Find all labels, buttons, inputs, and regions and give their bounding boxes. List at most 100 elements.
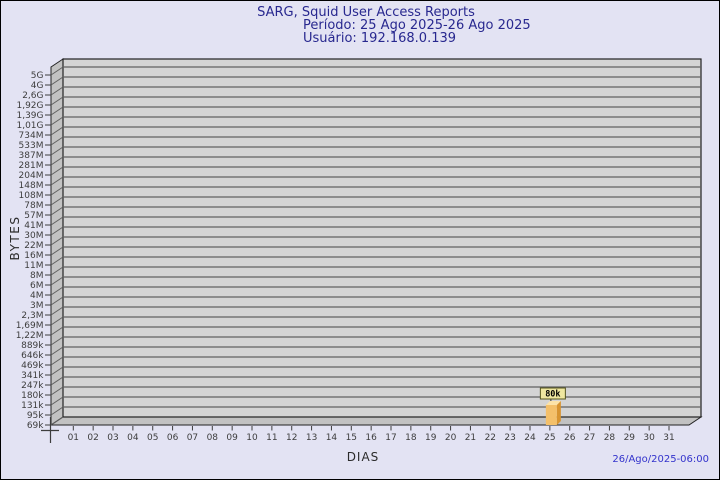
wall-diagonal (50, 326, 64, 336)
x-tick-label: 05 (147, 433, 158, 443)
bar-side (556, 401, 561, 425)
y-tick-label: 8M (30, 271, 44, 281)
y-tick-label: 646k (21, 351, 44, 361)
wall-diagonal (50, 96, 64, 106)
wall-diagonal (50, 126, 64, 136)
y-tick-label: 889k (21, 341, 44, 351)
y-tick-label: 204M (19, 171, 44, 181)
y-tick-label: 108M (19, 191, 44, 201)
x-tick-label: 25 (544, 433, 555, 443)
x-tick-label: 16 (365, 433, 377, 443)
chart-back-wall (62, 58, 702, 418)
x-tick-label: 15 (346, 433, 357, 443)
x-tick-label: 17 (385, 433, 396, 443)
wall-diagonal (50, 156, 64, 166)
wall-diagonal (50, 336, 64, 346)
x-tick-label: 09 (226, 433, 238, 443)
x-tick-label: 02 (87, 433, 98, 443)
y-tick-label: 1,22M (16, 331, 44, 341)
y-tick-label: 1,69M (16, 321, 44, 331)
y-tick-label: 95k (27, 411, 44, 421)
x-tick-label: 11 (266, 433, 277, 443)
wall-diagonal (50, 346, 64, 356)
wall-diagonal (50, 176, 64, 186)
wall-diagonal (50, 416, 64, 426)
wall-diagonal (50, 146, 64, 156)
x-tick-label: 10 (246, 433, 258, 443)
x-tick-label: 31 (663, 433, 674, 443)
wall-diagonal (50, 316, 64, 326)
wall-diagonal (50, 356, 64, 366)
wall-diagonal (50, 276, 64, 286)
wall-diagonal (50, 236, 64, 246)
x-tick-label: 12 (286, 433, 297, 443)
x-tick-label: 06 (167, 433, 179, 443)
x-tick-label: 14 (326, 433, 338, 443)
wall-diagonal (50, 256, 64, 266)
y-tick-label: 3M (30, 301, 44, 311)
wall-diagonal (50, 366, 64, 376)
y-tick-label: 1,92G (16, 101, 43, 111)
bar-value-box (539, 387, 566, 400)
y-tick-label: 5G (31, 71, 44, 81)
x-tick-label: 30 (643, 433, 655, 443)
y-tick-label: 281M (19, 161, 44, 171)
y-tick-label: 387M (19, 151, 44, 161)
y-tick-label: 2,3M (21, 311, 43, 321)
x-tick-label: 18 (405, 433, 417, 443)
x-tick-label: 26 (564, 433, 576, 443)
y-tick-label: 78M (24, 201, 43, 211)
wall-diagonal (50, 286, 64, 296)
y-tick-label: 148M (19, 181, 44, 191)
x-tick-label: 21 (465, 433, 476, 443)
y-tick-label: 341k (21, 371, 44, 381)
wall-diagonal (50, 386, 64, 396)
x-tick-label: 08 (207, 433, 219, 443)
x-tick-label: 29 (624, 433, 636, 443)
y-tick-label: 180k (21, 391, 44, 401)
x-tick-label: 22 (485, 433, 496, 443)
x-tick-label: 19 (425, 433, 437, 443)
x-tick-label: 23 (504, 433, 515, 443)
wall-diagonal (50, 116, 64, 126)
wall-diagonal (50, 166, 64, 176)
y-tick-label: 69k (27, 421, 44, 431)
y-tick-label: 1,39G (16, 111, 43, 121)
chart-title: SARG, Squid User Access Reports (257, 5, 475, 20)
report-timestamp: 26/Ago/2025-06:00 (612, 454, 709, 465)
bar-value-label: 80k (545, 390, 560, 400)
x-tick-label: 03 (107, 433, 118, 443)
wall-diagonal (50, 196, 64, 206)
y-tick-label: 41M (24, 221, 43, 231)
y-tick-label: 57M (24, 211, 43, 221)
y-tick-label: 4G (31, 81, 44, 91)
wall-diagonal (50, 266, 64, 276)
y-tick-label: 131k (21, 401, 44, 411)
wall-diagonal (50, 106, 64, 116)
wall-diagonal (50, 206, 64, 216)
y-tick-label: 4M (30, 291, 44, 301)
y-tick-label: 16M (24, 251, 43, 261)
wall-diagonal (50, 246, 64, 256)
wall-diagonal (50, 76, 64, 86)
chart-floor (49, 416, 703, 426)
wall-diagonal (50, 376, 64, 386)
bar-front (545, 405, 557, 425)
x-tick-label: 04 (127, 433, 139, 443)
x-tick-label: 24 (524, 433, 536, 443)
x-tick-label: 07 (187, 433, 198, 443)
wall-diagonal (50, 136, 64, 146)
bar-top (545, 401, 561, 405)
y-tick-label: 469k (21, 361, 44, 371)
y-tick-label: 11M (24, 261, 43, 271)
x-tick-label: 27 (584, 433, 595, 443)
x-tick-label: 01 (68, 433, 79, 443)
x-tick-label: 28 (604, 433, 616, 443)
y-tick-label: 1,01G (16, 121, 43, 131)
y-tick-label: 6M (30, 281, 44, 291)
y-tick-label: 247k (21, 381, 44, 391)
x-tick-label: 13 (306, 433, 317, 443)
wall-diagonal (50, 396, 64, 406)
